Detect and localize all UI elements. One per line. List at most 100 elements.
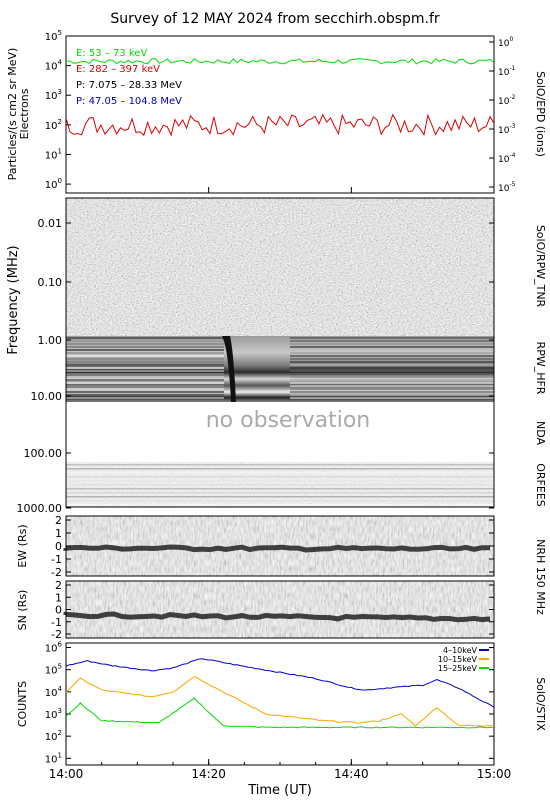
- orfees-band: [66, 488, 494, 490]
- time-tick-label: 14:20: [191, 767, 226, 781]
- spectrogram-panel: no observation 0.01 0.10 1.00 10.00 100.00 10…: [6, 197, 547, 515]
- stix-ytick-label: 103: [45, 707, 62, 721]
- nrh-tick-label: -2: [51, 628, 62, 641]
- epd-legend-3: P: 7.075 – 28.33 MeV: [76, 80, 182, 91]
- hfr-band: [66, 349, 224, 351]
- hfr-band: [290, 364, 494, 366]
- epd-ytick-label: 102: [45, 118, 62, 132]
- stix-series-4-10kev: [65, 658, 495, 708]
- orfees-band: [66, 504, 494, 506]
- epd-ytick-label: 105: [45, 29, 62, 43]
- nrh-tick-label: 1: [55, 527, 62, 540]
- hfr-band: [290, 376, 494, 378]
- epd-y2tick-label: 10-2: [498, 94, 516, 107]
- hfr-band: [290, 391, 494, 393]
- hfr-band: [290, 352, 494, 354]
- epd-series-electrons-high: [65, 113, 495, 137]
- freq-tick-label: 10.00: [31, 390, 63, 403]
- hfr-band: [290, 340, 494, 342]
- nrh-sn-source-track: [63, 611, 491, 623]
- epd-series-electrons-low: [65, 58, 495, 65]
- nrh-sn-ylabel: SN (Rs): [16, 590, 29, 631]
- nrh-tick-label: -1: [51, 616, 62, 629]
- hfr-band: [290, 370, 494, 372]
- orfees-band: [66, 476, 494, 478]
- hfr-right-label: RPW_HFR: [534, 342, 547, 395]
- hfr-band: [66, 343, 224, 345]
- stix-ytick-label: 102: [45, 729, 62, 743]
- hfr-band: [66, 364, 224, 366]
- hfr-band: [290, 355, 494, 357]
- hfr-band: [66, 352, 224, 354]
- stix-series-10-15kev: [65, 676, 495, 727]
- epd-ytick-label: 100: [45, 177, 62, 191]
- freq-tick-label: 0.10: [38, 276, 63, 289]
- hfr-band: [66, 373, 224, 375]
- epd-y2tick-label: 100: [498, 36, 513, 49]
- stix-ylabel: COUNTS: [16, 681, 29, 727]
- stix-series-15-25kev: [65, 697, 495, 729]
- nrh-ew-ylabel: EW (Rs): [16, 524, 29, 567]
- hfr-band: [290, 397, 494, 399]
- orfees-band: [66, 492, 494, 494]
- nda-annotation: no observation: [206, 408, 371, 433]
- epd-y2tick-label: 10-1: [498, 65, 516, 78]
- nrh-right-label: NRH 150 MHz: [534, 539, 547, 615]
- orfees-band: [66, 464, 494, 466]
- epd-y2tick-label: 10-5: [498, 181, 516, 194]
- type3-burst: [222, 336, 236, 402]
- hfr-band: [290, 373, 494, 375]
- orfees-band: [66, 484, 494, 486]
- hfr-band: [290, 367, 494, 369]
- epd-right-label: SolO/EPD (ions): [534, 71, 547, 157]
- orfees-banding: [66, 464, 494, 506]
- time-tick-label: 15:00: [477, 767, 512, 781]
- hfr-band: [290, 394, 494, 396]
- nda-right-label: NDA: [534, 421, 547, 446]
- stix-ytick-label: 101: [45, 751, 62, 765]
- time-axis: 14:00 14:20 14:40 15:00: [49, 187, 512, 781]
- nrh-sn-image: [66, 581, 494, 638]
- hfr-band: [66, 400, 224, 402]
- hfr-band: [290, 382, 494, 384]
- hfr-band: [290, 379, 494, 381]
- stix-panel: 101 102 103 104 105 106 4–10keV 10–15keV 15–2…: [16, 641, 547, 766]
- nrh-ew-source-track: [63, 544, 490, 553]
- tnr-spectrogram: [66, 198, 494, 336]
- stix-ytick-label: 105: [45, 663, 62, 677]
- hfr-band: [290, 385, 494, 387]
- stix-legend-1: 4–10keV: [443, 646, 478, 655]
- figure-title: Survey of 12 MAY 2024 from secchirh.obsp…: [110, 11, 440, 27]
- epd-panel: 100 101 102 103 104 105 10-5 10-4 10-3 10-2 10-1 1…: [6, 29, 547, 194]
- nda-blank: [66, 402, 494, 462]
- hfr-band: [290, 346, 494, 348]
- hfr-band: [66, 355, 224, 357]
- hfr-band: [66, 385, 224, 387]
- time-axis-label: Time (UT): [247, 783, 312, 798]
- hfr-band: [290, 337, 494, 339]
- orfees-band: [66, 480, 494, 482]
- hfr-band: [66, 358, 224, 360]
- stix-legend-3: 15–25keV: [438, 664, 478, 673]
- hfr-band: [66, 337, 224, 339]
- epd-y2tick-label: 10-3: [498, 123, 516, 136]
- hfr-band: [290, 343, 494, 345]
- orfees-band: [66, 496, 494, 498]
- hfr-banding: [66, 337, 494, 402]
- freq-tick-label: 1.00: [38, 334, 63, 347]
- epd-ytick-label: 101: [45, 147, 62, 161]
- orfees-right-label: ORFEES: [534, 463, 547, 507]
- epd-ylabel: Particles/(s cm2 sr MeV): [6, 48, 19, 181]
- hfr-band: [66, 376, 224, 378]
- hfr-band: [66, 367, 224, 369]
- stix-ytick-label: 106: [45, 641, 63, 655]
- spec-frame: [65, 197, 495, 508]
- nrh-ew-ticks: 210-1-2: [51, 514, 494, 579]
- epd-ytick-label: 104: [45, 59, 63, 73]
- hfr-band: [66, 361, 224, 363]
- epd-legend-4: P: 47.05 – 104.8 MeV: [76, 96, 182, 107]
- nrh-tick-label: 0: [55, 604, 62, 617]
- hfr-band: [66, 379, 224, 381]
- hfr-band: [66, 370, 224, 372]
- nrh-sn-ticks: 210-1-2: [51, 579, 494, 641]
